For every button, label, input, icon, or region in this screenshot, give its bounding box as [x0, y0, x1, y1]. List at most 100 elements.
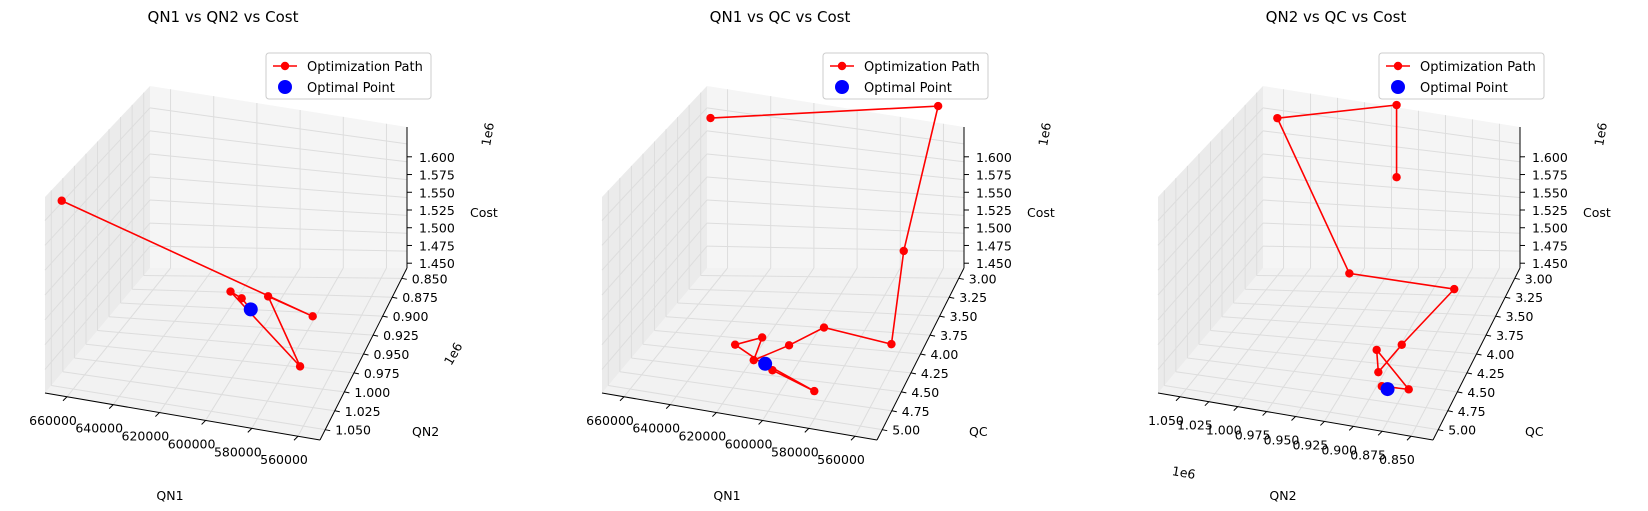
legend-optimal-marker [278, 80, 292, 94]
chart-title: QN2 vs QC vs Cost [1266, 8, 1407, 26]
y-tick-mark [1505, 296, 1511, 299]
y-tick-mark [1495, 315, 1501, 318]
optimization-path-point [899, 246, 908, 256]
z-tick-label: 1.600 [976, 150, 1012, 165]
x-tick-label: 580000 [214, 444, 262, 459]
z-axis-label: Cost [1027, 205, 1055, 220]
z-tick-label: 1.575 [419, 168, 455, 183]
grid-line [62, 371, 335, 412]
y-tick-mark [363, 353, 369, 356]
y-tick-label: 1.050 [335, 423, 371, 438]
y-tick-mark [920, 353, 926, 356]
z-tick-label: 1.450 [419, 256, 455, 271]
legend: Optimization Path Optimal Point [1378, 52, 1545, 100]
legend-path-label: Optimization Path [307, 60, 423, 75]
optimization-path-point [730, 340, 740, 349]
y-tick-mark [401, 277, 407, 280]
y-tick-mark [353, 372, 360, 375]
grid-line [1262, 153, 1521, 181]
x-tick-label: 600000 [168, 436, 216, 451]
optimization-path-point [1397, 340, 1406, 349]
legend-path-marker [280, 61, 290, 71]
optimal-point [243, 302, 258, 317]
optimal-point [758, 356, 773, 371]
y-tick-mark [1438, 429, 1444, 432]
y-tick-label: 3.50 [1506, 309, 1534, 324]
optimization-path-point [308, 312, 317, 321]
x-tick-label: 620000 [679, 429, 727, 444]
x-tick-mark [1348, 426, 1354, 431]
x-axis-line [44, 392, 321, 441]
y-tick-mark [1457, 391, 1463, 394]
y-tick-mark [334, 410, 340, 413]
x-tick-label: 640000 [75, 421, 123, 436]
y-tick-label: 5.00 [892, 423, 920, 438]
grid-line [1164, 385, 1439, 431]
grid-line [706, 176, 965, 198]
y-tick-label: 4.75 [902, 404, 930, 419]
grid-line [700, 275, 959, 279]
x-tick-mark [108, 404, 114, 410]
legend-optimal-marker [835, 80, 849, 94]
y-tick-mark [958, 277, 964, 280]
grid-line [1262, 245, 1521, 252]
optimization-path-point [1404, 385, 1413, 394]
y-tick-label: 4.50 [911, 385, 939, 400]
grid-line [706, 199, 965, 216]
x-tick-label: 0.925 [1292, 437, 1328, 452]
x-tick-label: 0.875 [1350, 447, 1386, 462]
y-tick-mark [939, 315, 945, 318]
x-tick-mark [1377, 430, 1383, 436]
grid-line [74, 357, 345, 393]
optimization-path-line [710, 105, 940, 392]
grid-line [1233, 302, 1496, 317]
grid-line [149, 222, 408, 234]
x-axis-label: QN1 [156, 488, 183, 503]
y-tick-mark [1447, 410, 1453, 413]
legend-box [265, 52, 432, 100]
y-tick-mark [1476, 353, 1482, 356]
x-offset-label: 1e6 [1171, 463, 1197, 482]
legend-box [822, 52, 989, 100]
optimization-path-point [757, 333, 767, 342]
grid-line [706, 245, 965, 252]
back-pane [150, 86, 407, 268]
x-tick-mark [1320, 421, 1325, 426]
y-tick-mark [392, 296, 398, 299]
optimization-path-point [784, 341, 794, 350]
grid-line [666, 316, 931, 336]
z-tick-label: 1.525 [976, 203, 1012, 218]
grid-line [1187, 357, 1458, 393]
grid-line [85, 343, 354, 374]
y-tick-mark [325, 429, 331, 432]
x-tick-label: 0.950 [1264, 433, 1300, 448]
grid-line [149, 153, 408, 181]
x-tick-label: 0.975 [1235, 428, 1271, 443]
y-tick-label: 5.00 [1448, 423, 1476, 438]
grid-line [1262, 199, 1521, 216]
chart-title: QN1 vs QC vs Cost [710, 8, 851, 26]
optimization-path-point [1450, 284, 1459, 294]
grid-line [1210, 330, 1477, 355]
grid-line [149, 107, 408, 145]
z-tick-label: 1.475 [976, 238, 1012, 253]
y-offset-label: 1e6 [441, 340, 466, 368]
z-tick-label: 1.475 [1532, 238, 1568, 253]
y-tick-label: 1.000 [354, 385, 390, 400]
x-tick-label: 560000 [817, 452, 865, 467]
x-tick-label: 1.050 [1148, 413, 1184, 428]
y-tick-label: 4.00 [1487, 347, 1515, 362]
optimization-path-point [933, 101, 943, 111]
optimization-path-point [1273, 113, 1282, 123]
x-tick-mark [712, 412, 717, 417]
z-axis-label: Cost [470, 205, 498, 220]
y-tick-mark [901, 391, 907, 394]
y-tick-label: 1.025 [345, 404, 381, 419]
grid-line [631, 357, 902, 393]
grid-line [149, 176, 408, 198]
z-tick-label: 1.550 [419, 185, 455, 200]
z-tick-label: 1.525 [419, 203, 455, 218]
x-tick-mark [1233, 406, 1239, 411]
